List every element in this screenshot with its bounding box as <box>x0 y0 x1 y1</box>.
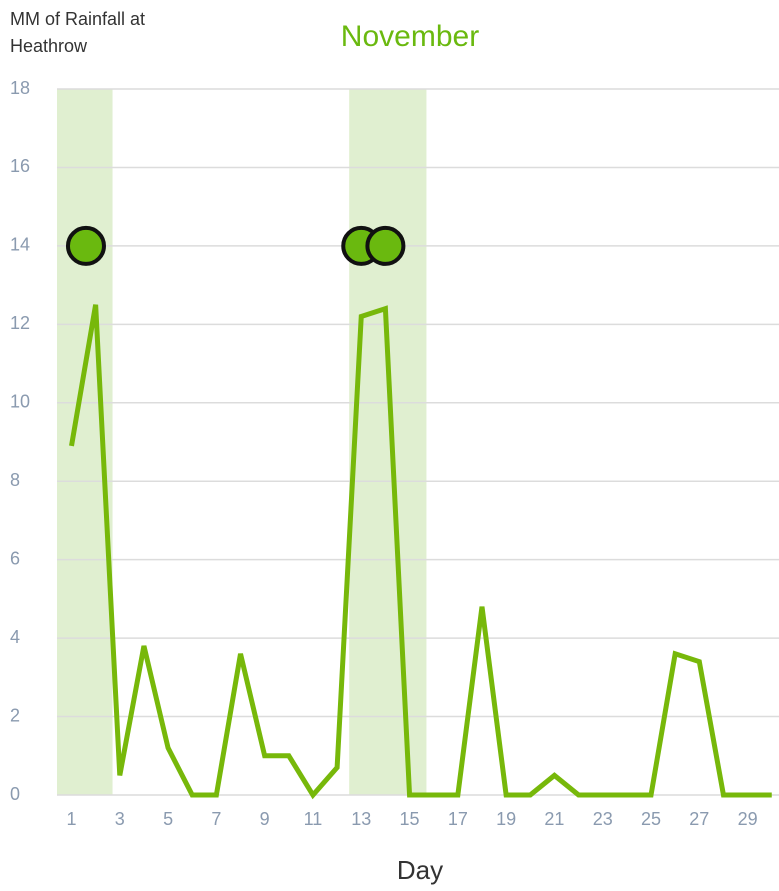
x-tick-label: 19 <box>496 809 516 829</box>
marker <box>365 225 406 266</box>
x-tick-label: 23 <box>593 809 613 829</box>
x-tick-label: 3 <box>115 809 125 829</box>
x-tick-label: 1 <box>66 809 76 829</box>
y-tick-label: 18 <box>10 78 30 98</box>
highlight-band <box>349 89 427 795</box>
chart-title: November <box>341 20 479 53</box>
x-axis-label: Day <box>397 855 443 885</box>
x-tick-label: 7 <box>211 809 221 829</box>
y-tick-label: 10 <box>10 392 30 412</box>
x-tick-label: 9 <box>260 809 270 829</box>
x-tick-label: 13 <box>351 809 371 829</box>
x-tick-label: 25 <box>641 809 661 829</box>
x-tick-label: 29 <box>738 809 758 829</box>
x-tick-label: 27 <box>689 809 709 829</box>
y-tick-label: 0 <box>10 784 20 804</box>
x-tick-label: 17 <box>448 809 468 829</box>
marker <box>65 225 106 266</box>
y-tick-label: 14 <box>10 235 30 255</box>
y-tick-label: 2 <box>10 705 20 725</box>
y-axis-label: MM of Rainfall at Heathrow <box>10 9 146 56</box>
x-tick-label: 11 <box>304 809 323 829</box>
y-tick-label: 6 <box>10 548 20 568</box>
line <box>69 304 772 800</box>
x-tick-label: 21 <box>544 809 564 829</box>
x-tick-label: 5 <box>163 809 173 829</box>
y-tick-label: 4 <box>10 627 20 647</box>
y-tick-label: 12 <box>10 313 30 333</box>
y-tick-label: 8 <box>10 470 20 490</box>
y-tick-label: 16 <box>10 156 30 176</box>
x-tick-label: 15 <box>400 809 420 829</box>
